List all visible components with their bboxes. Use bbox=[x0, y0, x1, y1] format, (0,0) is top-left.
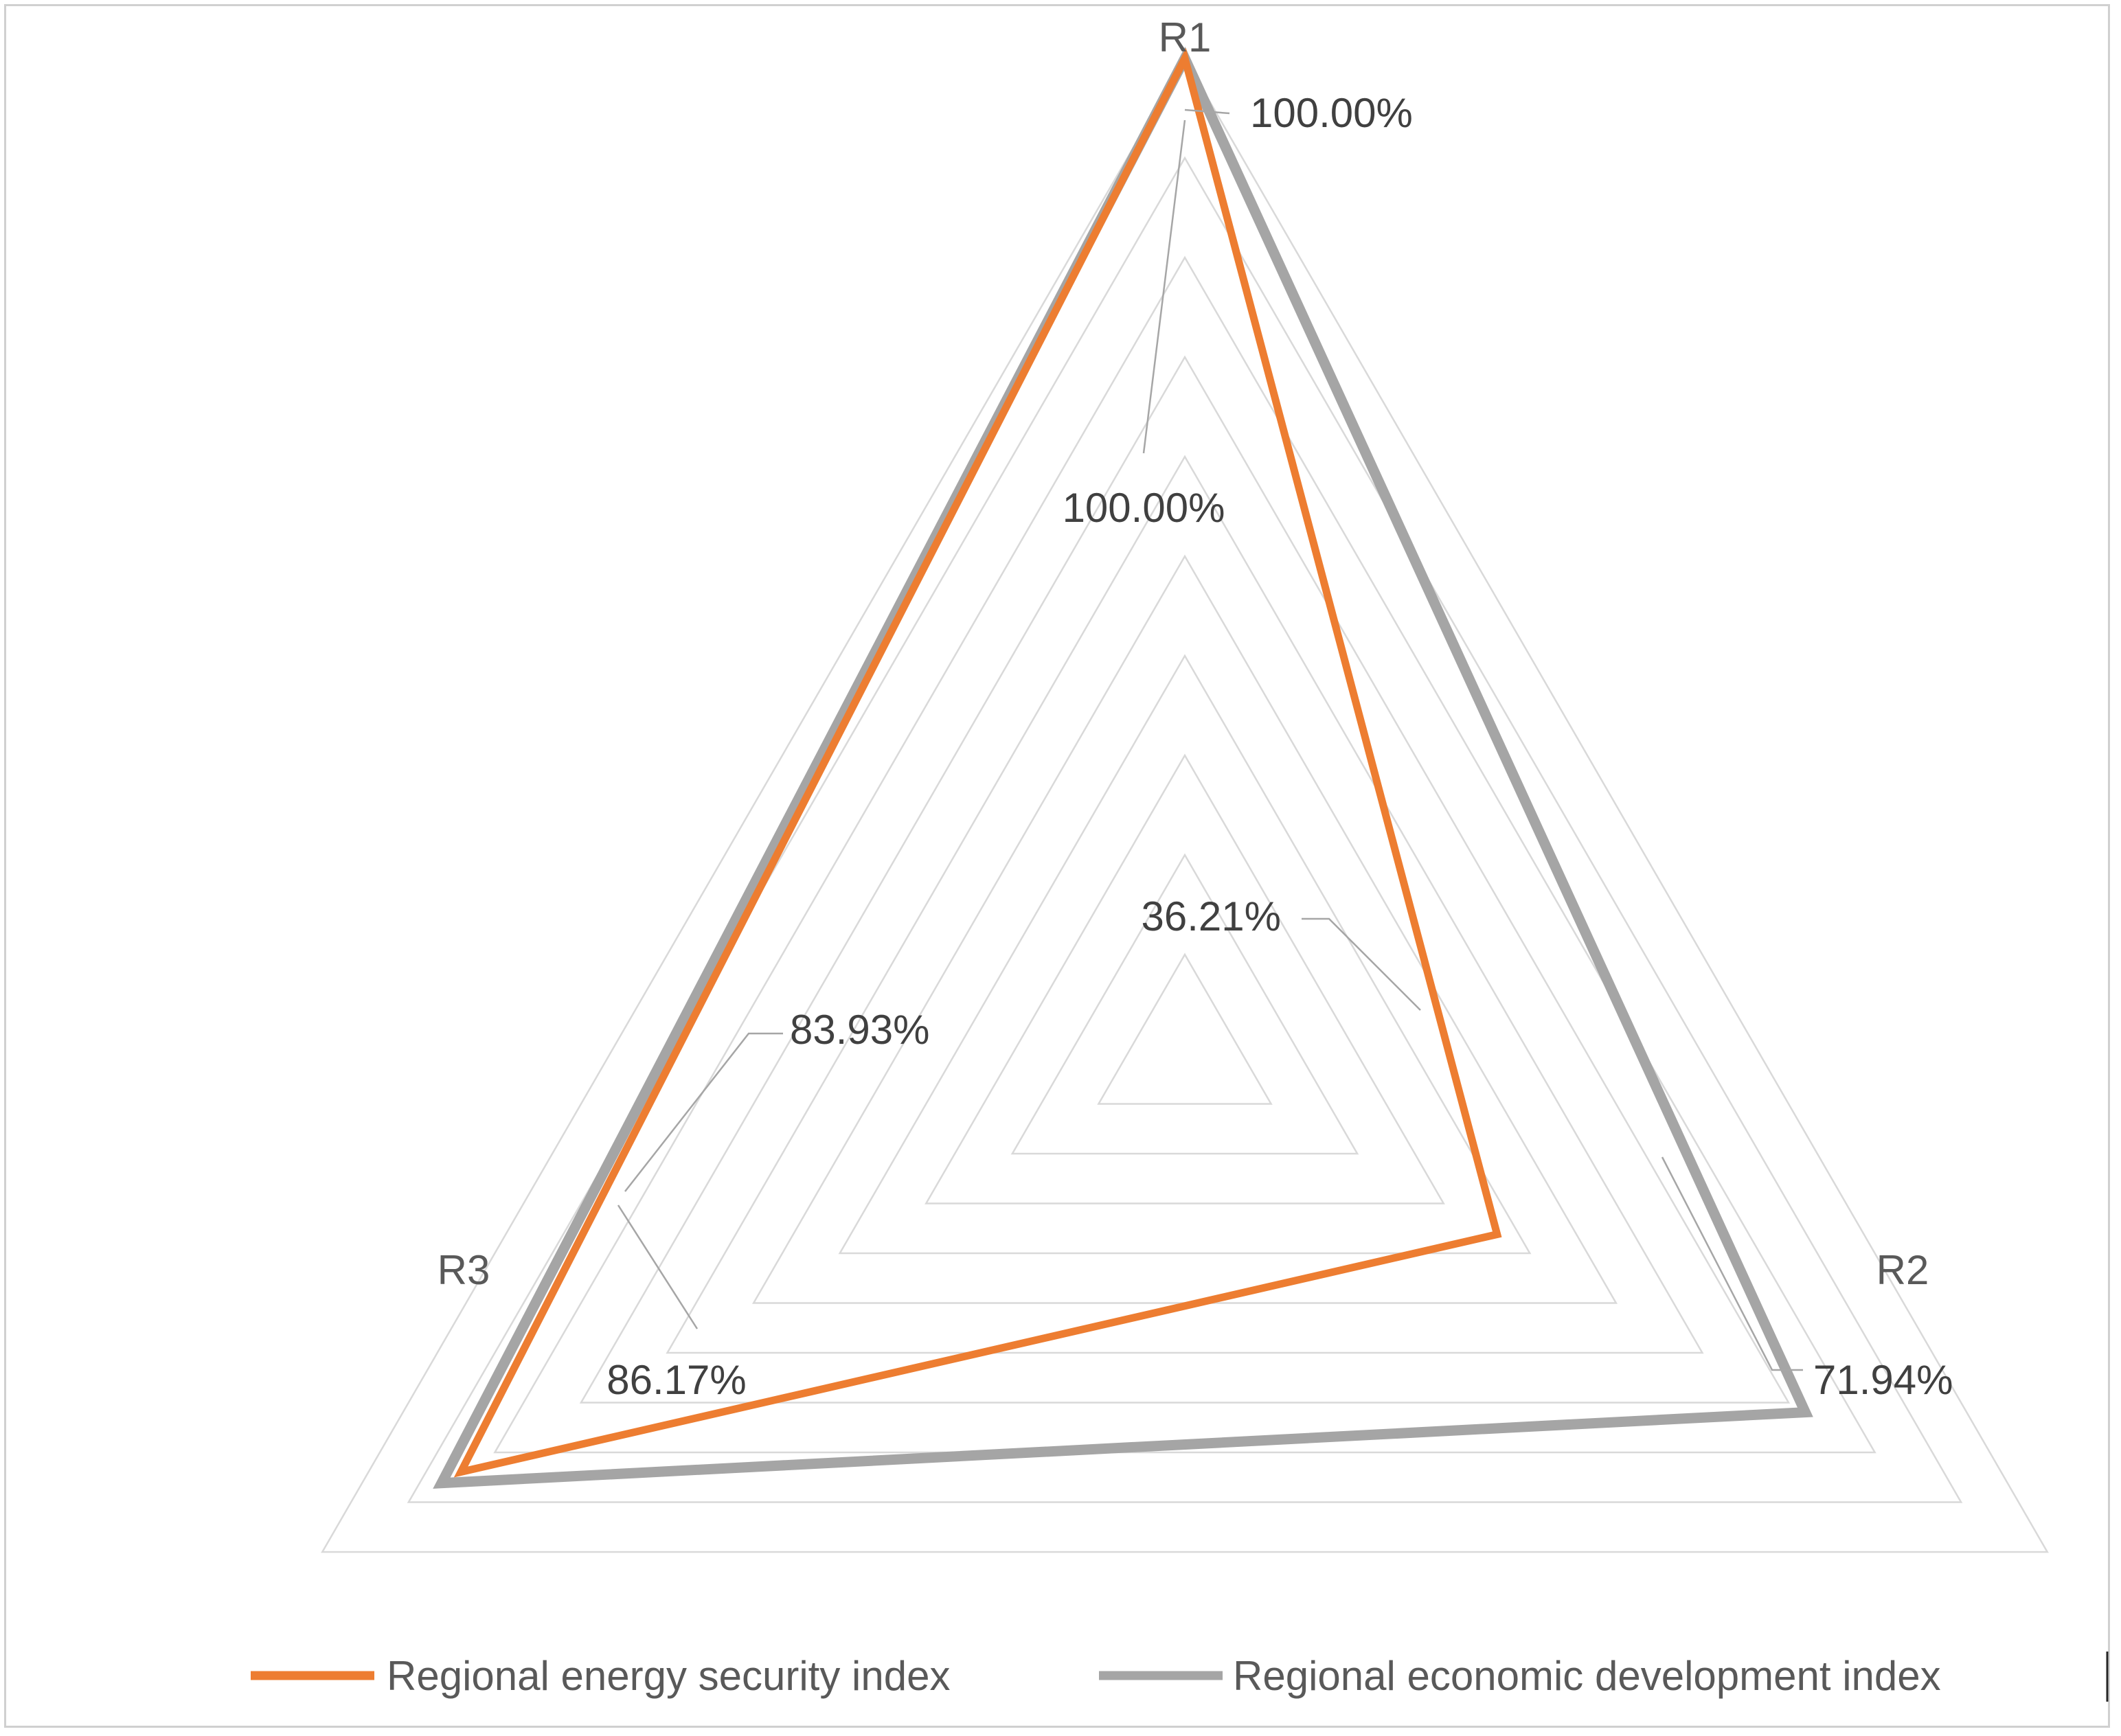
gridline-ring bbox=[407, 156, 1963, 1503]
series-line-economic-development bbox=[433, 46, 1813, 1489]
legend: Regional energy security index Regional e… bbox=[251, 1652, 2109, 1702]
legend-label: Regional energy security index bbox=[387, 1653, 950, 1699]
axis-label-r3: R3 bbox=[438, 1247, 490, 1293]
radar-series bbox=[433, 46, 1813, 1489]
legend-item-economic-development: Regional economic development index bbox=[1099, 1653, 1941, 1699]
leader-line bbox=[624, 1032, 783, 1192]
gridline-ring bbox=[1097, 952, 1273, 1105]
gridline-ring bbox=[579, 355, 1791, 1404]
data-label-r1-economic-development: 100.00% bbox=[1250, 90, 1413, 136]
gridline-ring bbox=[321, 56, 2049, 1553]
radar-labels: R1 R2 R3 100.00% 36.21% 83.93% 100.00% 71.94% 86… bbox=[438, 14, 1953, 1403]
legend-item-energy-security: Regional energy security index bbox=[251, 1653, 950, 1699]
label-leader-lines bbox=[617, 108, 1803, 1371]
gridline-ring bbox=[666, 455, 1704, 1354]
data-label-r1-energy-security: 100.00% bbox=[1063, 485, 1225, 531]
gridline-ring bbox=[493, 255, 1876, 1454]
leader-line bbox=[1302, 917, 1421, 1011]
leader-line bbox=[1184, 108, 1230, 115]
axis-label-r1: R1 bbox=[1159, 14, 1212, 60]
axis-label-r2: R2 bbox=[1876, 1247, 1929, 1293]
leader-line bbox=[1661, 1156, 1803, 1371]
leader-line bbox=[617, 1204, 699, 1329]
legend-label: Regional economic development index bbox=[1233, 1653, 1941, 1699]
data-label-r3-economic-development: 86.17% bbox=[606, 1357, 747, 1403]
gridline-ring bbox=[1010, 853, 1359, 1155]
data-label-r2-energy-security: 36.21% bbox=[1142, 893, 1282, 939]
data-label-r2-economic-development: 71.94% bbox=[1813, 1357, 1953, 1403]
data-label-r3-energy-security: 83.93% bbox=[790, 1007, 930, 1053]
chart-frame bbox=[4, 4, 2110, 1728]
series-line-energy-security bbox=[453, 47, 1502, 1478]
gridline-ring bbox=[925, 753, 1445, 1204]
leader-line bbox=[1142, 119, 1186, 454]
gridline-ring bbox=[838, 654, 1532, 1255]
radar-grid bbox=[321, 56, 2049, 1553]
